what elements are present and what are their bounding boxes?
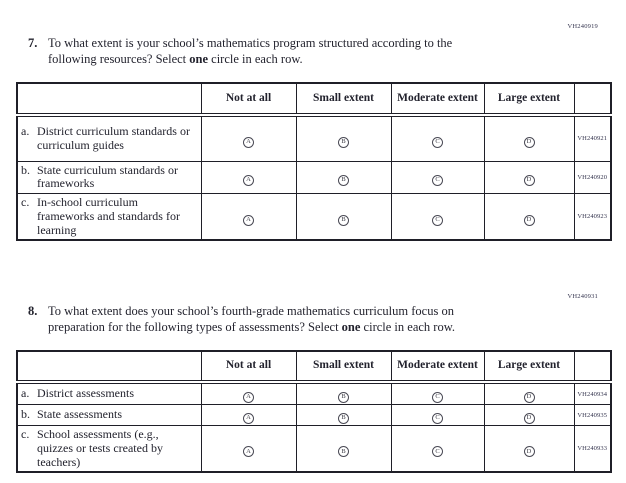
- header-code-empty: [573, 82, 612, 117]
- answer-circle-c[interactable]: C: [432, 391, 443, 403]
- answer-circle-b[interactable]: B: [338, 391, 349, 403]
- answer-circle-d[interactable]: D: [523, 446, 535, 458]
- answer-circle-c[interactable]: C: [432, 175, 443, 187]
- table-row: a. District assessments A B C D VH240934: [16, 381, 612, 405]
- column-header-moderate-extent: Moderate extent: [390, 350, 485, 384]
- answer-circle-b[interactable]: B: [338, 412, 349, 424]
- column-header-large-extent: Large extent: [483, 82, 575, 117]
- row-id-code: VH240920: [573, 160, 612, 195]
- row-id-code: VH240934: [573, 381, 612, 405]
- question-7-table: Not at all Small extent Moderate extent …: [16, 82, 612, 242]
- row-id-code: VH240921: [573, 114, 612, 162]
- row-label: a. District assessments: [16, 381, 202, 405]
- answer-circle-d[interactable]: D: [523, 136, 535, 148]
- question-8-number: 8.: [28, 304, 38, 318]
- row-id-code: VH240933: [573, 425, 612, 473]
- answer-circle-a[interactable]: A: [243, 136, 254, 148]
- column-header-not-at-all: Not at all: [200, 82, 297, 117]
- row-label: a. District curriculum standards or curri…: [16, 114, 202, 162]
- answer-circle-a[interactable]: A: [243, 214, 254, 226]
- answer-circle-a[interactable]: A: [243, 175, 254, 187]
- answer-circle-c[interactable]: C: [432, 136, 443, 148]
- question-7-number: 7.: [28, 36, 38, 50]
- question-8: 8. To what extent does your school’s fou…: [28, 304, 588, 335]
- column-header-large-extent: Large extent: [483, 350, 575, 384]
- column-header-small-extent: Small extent: [295, 350, 392, 384]
- answer-circle-b[interactable]: B: [338, 175, 349, 187]
- table-row: b. State curriculum standards or framewor…: [16, 160, 612, 195]
- row-label: b. State assessments: [16, 404, 202, 426]
- question-8-id-code: VH240931: [567, 293, 598, 300]
- answer-circle-c[interactable]: C: [432, 412, 443, 424]
- answer-circle-c[interactable]: C: [432, 446, 443, 458]
- answer-circle-a[interactable]: A: [243, 391, 254, 403]
- row-label: c. School assessments (e.g., quizzes or t…: [16, 425, 202, 473]
- row-label: c. In-school curriculum frameworks and st…: [16, 193, 202, 241]
- answer-circle-a[interactable]: A: [243, 446, 254, 458]
- question-7-text-line2: following resources? Select one circle i…: [48, 51, 303, 66]
- row-id-code: VH240923: [573, 193, 612, 241]
- answer-circle-b[interactable]: B: [338, 136, 349, 148]
- table-row: a. District curriculum standards or curri…: [16, 114, 612, 162]
- answer-circle-b[interactable]: B: [338, 214, 349, 226]
- answer-circle-d[interactable]: D: [523, 214, 535, 226]
- table-row: c. School assessments (e.g., quizzes or t…: [16, 425, 612, 473]
- row-id-code: VH240935: [573, 404, 612, 426]
- column-header-moderate-extent: Moderate extent: [390, 82, 485, 117]
- question-8-table: Not at all Small extent Moderate extent …: [16, 350, 612, 474]
- table-row: b. State assessments A B C D VH240935: [16, 404, 612, 426]
- header-empty: [16, 350, 202, 384]
- header-empty: [16, 82, 202, 117]
- question-7-id-code: VH240919: [567, 23, 598, 30]
- column-header-not-at-all: Not at all: [200, 350, 297, 384]
- header-code-empty: [573, 350, 612, 384]
- question-7-text-line1: To what extent is your school’s mathemat…: [48, 36, 453, 50]
- column-header-small-extent: Small extent: [295, 82, 392, 117]
- question-7: 7. To what extent is your school’s mathe…: [28, 36, 588, 67]
- answer-circle-d[interactable]: D: [523, 175, 535, 187]
- answer-circle-d[interactable]: D: [523, 391, 535, 403]
- answer-circle-c[interactable]: C: [432, 214, 443, 226]
- question-8-text-line1: To what extent does your school’s fourth…: [48, 304, 454, 318]
- table-row: c. In-school curriculum frameworks and st…: [16, 193, 612, 241]
- answer-circle-d[interactable]: D: [523, 412, 535, 424]
- answer-circle-b[interactable]: B: [338, 446, 349, 458]
- answer-circle-a[interactable]: A: [243, 412, 254, 424]
- question-8-text-line2: preparation for the following types of a…: [48, 319, 456, 334]
- row-label: b. State curriculum standards or framewor…: [16, 160, 202, 195]
